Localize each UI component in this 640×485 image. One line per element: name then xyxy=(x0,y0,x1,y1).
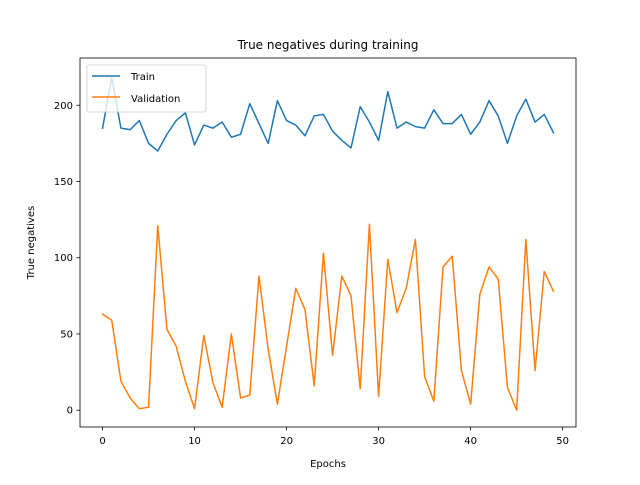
legend-label-validation: Validation xyxy=(131,94,180,105)
series-line-validation xyxy=(101,223,555,411)
plot-area-frame xyxy=(79,57,577,428)
y-tick-label: 0 xyxy=(67,406,73,417)
series-layer xyxy=(101,77,555,411)
y-tick-label: 50 xyxy=(60,329,73,340)
y-axis: 0 50 100 150 200 xyxy=(54,101,80,417)
x-tick-label: 0 xyxy=(99,436,105,447)
x-axis: 0 10 20 30 40 50 xyxy=(99,427,569,447)
y-axis-label: True negatives xyxy=(26,206,37,280)
x-tick-label: 40 xyxy=(464,436,477,447)
x-axis-label: Epochs xyxy=(310,459,346,470)
x-tick-label: 50 xyxy=(556,436,569,447)
series-line-train xyxy=(101,77,555,152)
x-tick-label: 10 xyxy=(188,436,201,447)
chart-title: True negatives during training xyxy=(237,38,419,52)
legend: Train Validation xyxy=(86,64,207,113)
x-tick-label: 30 xyxy=(372,436,385,447)
legend-label-train: Train xyxy=(130,72,155,83)
y-tick-label: 150 xyxy=(54,177,73,188)
x-tick-label: 20 xyxy=(280,436,293,447)
y-tick-label: 200 xyxy=(54,101,73,112)
y-tick-label: 100 xyxy=(54,253,73,264)
